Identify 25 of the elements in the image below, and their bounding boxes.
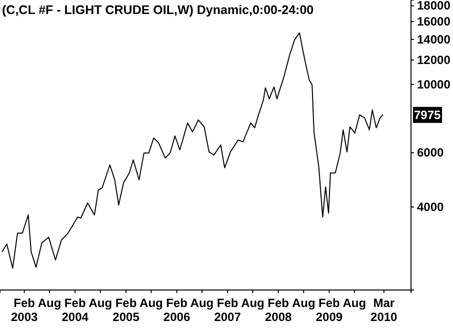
- x-tick-label: Aug: [292, 296, 316, 310]
- y-tick-label: 4000: [417, 200, 444, 214]
- chart-title: (C,CL #F - LIGHT CRUDE OIL,W) Dynamic,0:00-24:00: [2, 3, 314, 17]
- x-tick-label: Feb 2003: [10, 296, 38, 324]
- x-tick-label: Mar 2010: [370, 296, 398, 324]
- y-tick-label: 16000: [417, 14, 451, 28]
- x-tick-label: Feb 2008: [264, 296, 292, 324]
- y-tick-label: 14000: [417, 32, 451, 46]
- x-tick-label: Feb 2006: [163, 296, 190, 324]
- x-tick-label: Feb 2005: [112, 296, 140, 324]
- x-tick-label: Aug: [241, 296, 264, 310]
- annotation: 7975: [414, 108, 442, 122]
- x-tick-label: Aug: [190, 296, 214, 310]
- x-tick-label: Aug: [88, 296, 112, 310]
- x-tick-label: Feb 2009: [316, 296, 343, 324]
- x-tick-label: Aug: [140, 296, 163, 310]
- y-tick-label: 18000: [417, 0, 451, 13]
- y-tick-label: 10000: [417, 77, 451, 92]
- x-tick-label: Feb 2007: [214, 296, 242, 324]
- y-tick-label: 6000: [417, 146, 444, 160]
- x-tick-label: Feb 2004: [62, 296, 89, 324]
- y-tick-label: 12000: [417, 52, 451, 67]
- x-tick-label: Aug: [38, 296, 62, 310]
- x-tick-label: Aug: [342, 296, 366, 310]
- line-series: [1, 32, 384, 269]
